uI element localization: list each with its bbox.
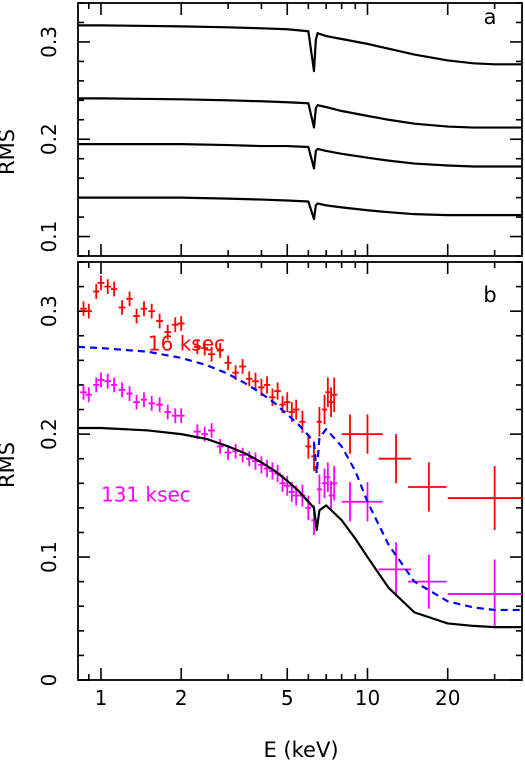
data-point [133,308,140,324]
data-point [325,377,331,408]
data-point [80,384,87,400]
data-point [156,397,164,412]
x-tick-label: 20 [435,686,460,710]
model-curve [78,143,522,170]
model-curve [78,426,522,629]
data-point [85,303,92,319]
data-point [171,408,179,424]
data-point [207,346,216,362]
data-point [224,355,232,371]
y-tick-label: 0.2 [37,418,61,450]
data-point [164,324,171,340]
data-point [224,445,232,460]
data-point [140,392,148,408]
data-point [378,434,412,484]
data-point [110,281,118,297]
data-point [245,451,253,467]
data-point [177,408,185,424]
data-point [97,372,105,388]
data-point [263,376,271,394]
x-tick-label: 1 [95,686,108,710]
x-tick-label: 10 [355,686,380,710]
model-curve [78,345,522,612]
data-point [321,394,328,425]
data-point [201,340,208,356]
data-point [292,399,300,420]
y-axis-label: RMS [0,442,19,488]
series-16-ksec [80,275,522,531]
data-point [305,495,312,521]
data-point [331,466,338,501]
y-tick-label: 0.3 [37,26,61,58]
data-point [216,439,224,454]
data-point [171,317,179,333]
plot-frame [77,2,523,257]
data-point [104,373,111,389]
x-tick-label: 2 [175,686,188,710]
model-curve [78,97,522,129]
data-point [104,279,111,294]
data-point [328,387,334,417]
panel-letter: b [483,283,496,307]
data-point [118,300,126,315]
data-point [93,284,100,299]
data-point [148,303,156,319]
data-point [156,313,164,329]
panel-letter: a [484,5,497,29]
data-point [283,392,291,412]
data-point [350,414,383,454]
y-tick-label: 0.2 [37,123,61,155]
series-131-ksec [80,372,522,629]
data-point [331,377,338,412]
x-axis-label: E (keV) [263,738,338,762]
y-tick-label: 0.3 [37,295,61,327]
y-axis-label: RMS [0,129,19,175]
data-point [93,377,100,393]
data-point [126,386,133,401]
data-point [239,447,246,463]
data-point [207,423,216,438]
data-point [118,382,126,398]
data-point [164,404,171,420]
data-point [447,466,522,531]
data-point [126,291,133,307]
y-tick-label: 0.1 [37,221,61,253]
data-point [269,388,276,406]
plot-frame [77,261,523,681]
y-tick-label: 0.1 [37,541,61,573]
data-point [97,275,105,291]
data-point [328,480,334,511]
data-point [321,468,328,499]
data-point [299,410,306,433]
series-annotation: 131 ksec [101,483,191,507]
model-curve [78,24,522,73]
data-point [239,359,246,374]
data-point [148,396,156,411]
data-point [133,394,140,410]
data-point [447,559,522,629]
data-point [325,462,331,492]
panel-b: 1 2 5 10 20 0 0.1 0.2 0.3 RMS b 16 ksec 131 ksec [0,261,523,710]
x-tick-label: 5 [281,686,294,710]
data-point [85,387,92,403]
data-point [252,372,259,390]
data-point [274,382,281,400]
data-point [305,434,312,459]
data-point [316,474,322,505]
panel-a: 0.1 0.2 0.3 RMS a [0,2,523,257]
data-point [80,301,87,317]
data-point [140,301,148,317]
data-point [193,339,201,355]
data-point [316,407,322,437]
series-annotation: 16 ksec [148,332,225,356]
data-point [245,371,253,387]
data-point [177,316,185,331]
model-curve [78,196,522,221]
y-tick-label: 0 [37,674,61,687]
data-point [110,377,118,393]
data-point [216,343,224,358]
data-point [408,462,447,512]
data-point [283,475,291,496]
